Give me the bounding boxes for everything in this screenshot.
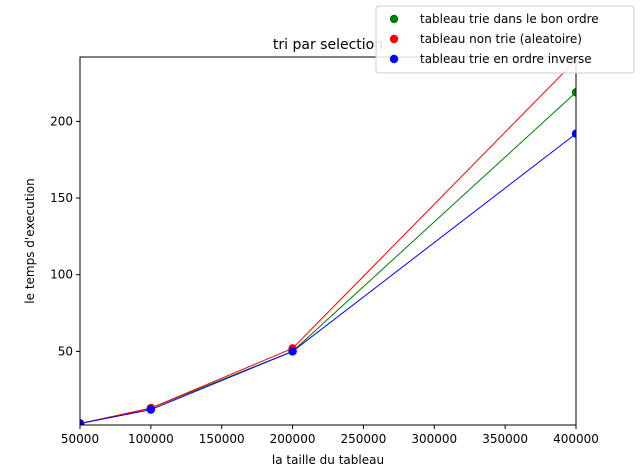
chart-title: tri par selection	[273, 37, 383, 53]
y-tick-label: 100	[50, 268, 73, 282]
legend-label-2: tableau non trie (aleatoire)	[420, 32, 582, 46]
x-tick-label: 300000	[411, 432, 457, 446]
legend-box	[375, 5, 635, 74]
series-line-1	[80, 91, 576, 424]
x-axis-label: la taille du tableau	[272, 453, 384, 467]
data-point-series-3	[80, 419, 85, 425]
x-tick-label: 150000	[199, 432, 245, 446]
legend-marker-1	[389, 14, 399, 24]
plot-frame	[79, 56, 577, 426]
y-tick-label: 200	[50, 114, 73, 128]
legend-marker-2	[389, 34, 399, 44]
x-tick-label: 200000	[270, 432, 316, 446]
y-tick-label: 50	[58, 344, 73, 358]
data-point-series-3	[146, 405, 156, 414]
x-tick-label: 350000	[482, 432, 528, 446]
x-tick-label: 50000	[61, 432, 99, 446]
series-line-2	[80, 59, 576, 424]
series-line-3	[80, 133, 576, 424]
legend-marker-3	[389, 54, 399, 64]
legend: tableau trie dans le bon ordre tableau no…	[375, 5, 635, 74]
legend-label-1: tableau trie dans le bon ordre	[420, 12, 599, 26]
y-tick-label: 150	[50, 191, 73, 205]
series-lines	[80, 59, 576, 424]
x-tick-label: 250000	[341, 432, 387, 446]
data-point-series-3	[288, 347, 297, 356]
y-axis-ticks: 50 100 150 200	[50, 114, 80, 358]
y-axis-label: le temps d'execution	[23, 178, 37, 303]
x-tick-label: 100000	[128, 432, 174, 446]
x-tick-label: 400000	[553, 432, 599, 446]
data-point-series-3	[571, 129, 576, 138]
series-markers	[80, 57, 576, 425]
legend-label-3: tableau trie en ordre inverse	[420, 52, 592, 66]
data-point-series-1	[571, 88, 576, 97]
x-axis-ticks: 50000 100000 150000 200000 250000 300000 35000…	[61, 425, 599, 446]
